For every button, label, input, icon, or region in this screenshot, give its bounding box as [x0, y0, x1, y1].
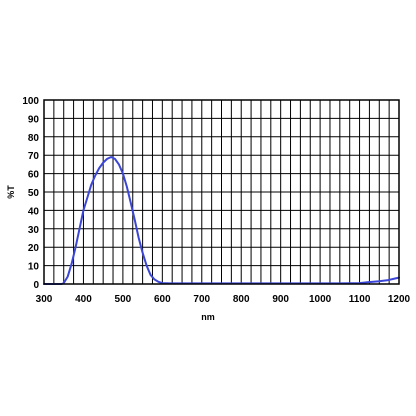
- x-tick-label: 600: [154, 294, 171, 305]
- x-tick-label: 900: [272, 294, 289, 305]
- y-tick-label: 50: [28, 188, 40, 199]
- y-tick-label: 40: [28, 206, 40, 217]
- y-tick-label: 30: [28, 225, 40, 236]
- y-tick-label: 80: [28, 133, 40, 144]
- x-tick-label: 1100: [349, 294, 371, 305]
- plot-frame: [43, 99, 400, 285]
- x-tick-label: 1000: [309, 294, 332, 305]
- y-tick-labels: 0 10 20 30 40 50 60 70 80 90 100: [22, 96, 39, 291]
- y-tick-label: 90: [28, 114, 40, 125]
- y-tick-label: 10: [28, 262, 40, 273]
- y-tick-label: 70: [28, 151, 40, 162]
- x-tick-label: 700: [193, 294, 210, 305]
- x-tick-label: 300: [36, 294, 53, 305]
- x-tick-label: 500: [115, 294, 132, 305]
- y-tick-label: 0: [33, 280, 39, 291]
- x-tick-labels: 300 400 500 600 700 800 900 1000 1100 1200: [36, 294, 411, 305]
- y-tick-label: 100: [22, 96, 39, 107]
- x-tick-label: 400: [75, 294, 92, 305]
- y-axis-title: %T: [6, 185, 16, 199]
- x-tick-label: 800: [233, 294, 250, 305]
- y-tick-label: 60: [28, 170, 40, 181]
- x-axis-title: nm: [201, 312, 215, 322]
- grid-lines: [44, 100, 399, 284]
- y-tick-label: 20: [28, 243, 40, 254]
- x-tick-label: 1200: [388, 294, 411, 305]
